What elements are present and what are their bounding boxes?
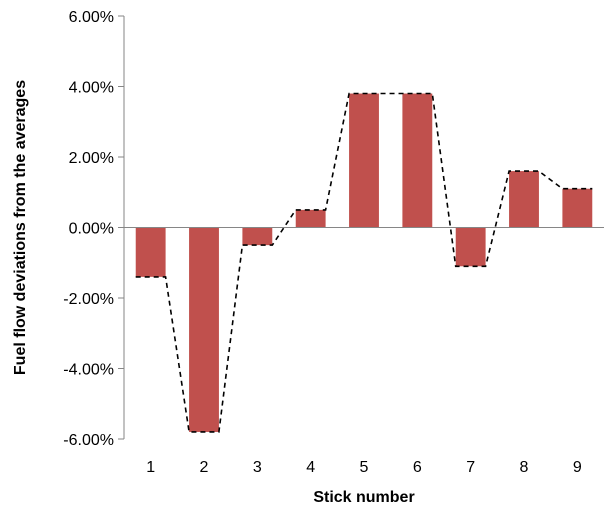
y-tick-label: 4.00% bbox=[69, 80, 114, 97]
x-axis-title: Stick number bbox=[313, 489, 414, 506]
x-tick-label: 8 bbox=[520, 459, 529, 476]
x-tick-label: 3 bbox=[253, 459, 262, 476]
x-tick-label: 9 bbox=[573, 459, 582, 476]
x-tick-label: 4 bbox=[306, 459, 315, 476]
bar-6 bbox=[402, 93, 433, 228]
x-axis-tick-labels: 1 2 3 4 5 6 7 8 9 bbox=[146, 459, 582, 476]
bar-4 bbox=[295, 209, 326, 228]
bar-3 bbox=[242, 227, 273, 246]
bar-9 bbox=[562, 188, 593, 228]
y-tick-label: -4.00% bbox=[63, 362, 114, 379]
x-tick-label: 6 bbox=[413, 459, 422, 476]
y-tick-label: -2.00% bbox=[63, 291, 114, 308]
bar-5 bbox=[349, 93, 379, 228]
bar-1 bbox=[135, 227, 166, 277]
x-tick-label: 1 bbox=[146, 459, 155, 476]
y-axis-title: Fuel flow deviations from the averages bbox=[12, 80, 29, 375]
x-tick-label: 2 bbox=[200, 459, 209, 476]
bar-8 bbox=[509, 171, 539, 228]
y-tick-label: 6.00% bbox=[69, 9, 114, 26]
bar-7 bbox=[455, 227, 486, 267]
y-tick-label: 0.00% bbox=[69, 221, 114, 238]
bar-2 bbox=[189, 227, 219, 432]
y-axis-tick-labels: -6.00% -4.00% -2.00% 0.00% 2.00% 4.00% 6.00% bbox=[63, 9, 114, 449]
bar-series bbox=[135, 93, 593, 432]
y-axis-ticks bbox=[118, 15, 124, 440]
dashed-trend-line bbox=[135, 92, 593, 433]
x-tick-label: 5 bbox=[360, 459, 369, 476]
y-tick-label: 2.00% bbox=[69, 150, 114, 167]
y-tick-label: -6.00% bbox=[63, 432, 114, 449]
x-tick-label: 7 bbox=[466, 459, 475, 476]
